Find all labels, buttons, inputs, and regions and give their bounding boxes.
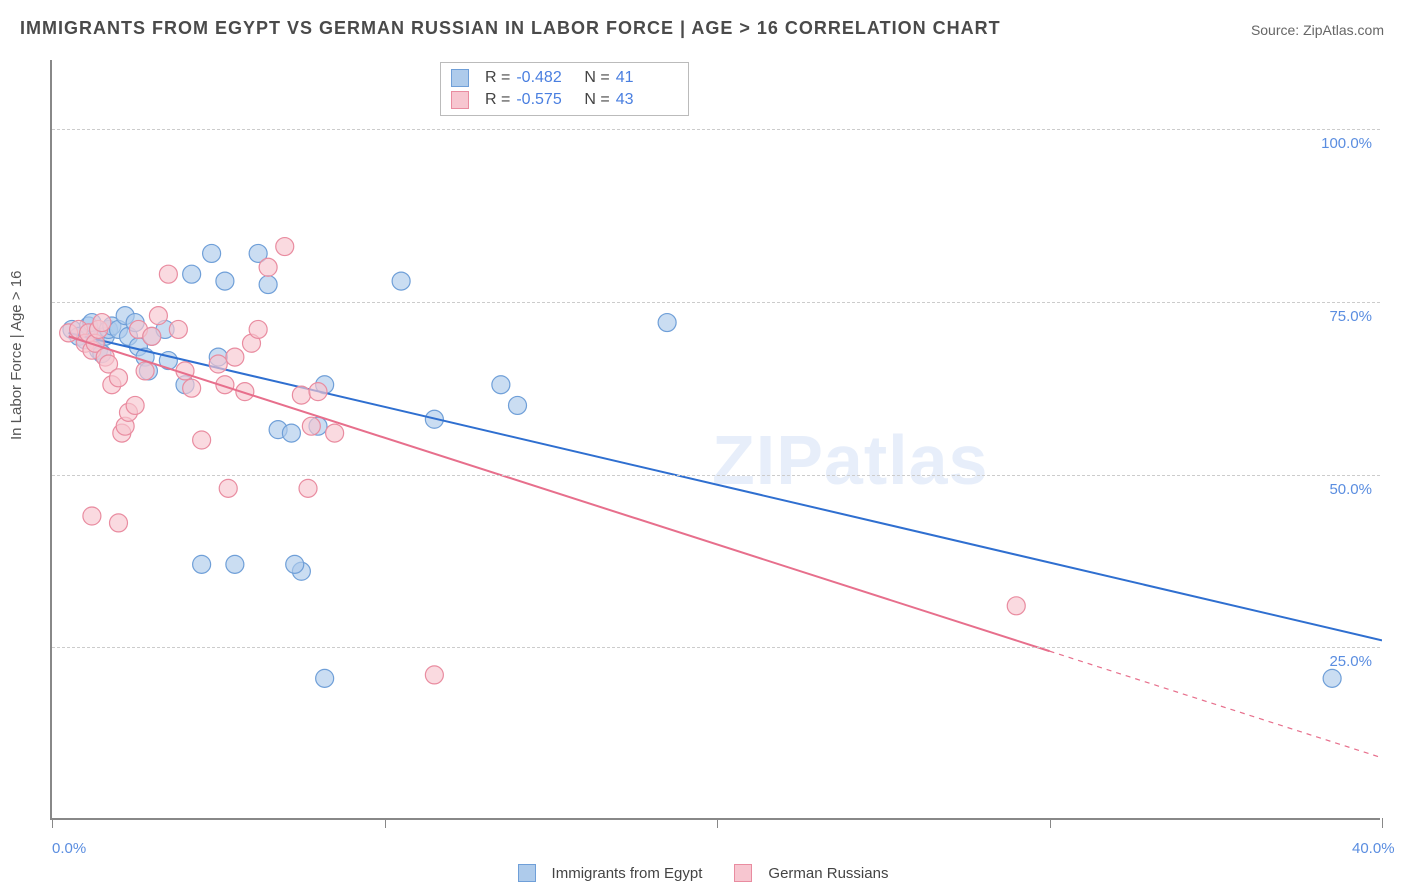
chart-title: IMMIGRANTS FROM EGYPT VS GERMAN RUSSIAN … [20,18,1001,39]
chart-svg [52,60,1380,818]
x-tick [1050,818,1051,828]
legend-label-egypt: Immigrants from Egypt [552,865,703,882]
y-tick-label: 75.0% [1329,308,1372,325]
n-label: N = [584,91,609,109]
data-point-german_russian [425,666,443,684]
data-point-german_russian [259,258,277,276]
y-tick-label: 25.0% [1329,653,1372,670]
x-tick [52,818,53,828]
data-point-egypt [1323,669,1341,687]
x-tick [717,818,718,828]
data-point-egypt [282,424,300,442]
correlation-stats-box: R = -0.482 N = 41 R = -0.575 N = 43 [440,62,689,116]
data-point-egypt [392,272,410,290]
x-tick-label: 0.0% [52,840,86,857]
data-point-egypt [492,376,510,394]
regression-line-egypt [69,333,1382,640]
grid-line-y [52,129,1380,130]
data-point-german_russian [276,238,294,256]
legend-item-german_russian: German Russians [734,864,888,882]
data-point-german_russian [209,355,227,373]
data-point-german_russian [126,396,144,414]
data-point-german_russian [143,327,161,345]
data-point-egypt [509,396,527,414]
data-point-german_russian [249,320,267,338]
y-tick-label: 100.0% [1321,135,1372,152]
data-point-german_russian [169,320,187,338]
data-point-german_russian [326,424,344,442]
r-label: R = [485,91,510,109]
data-point-german_russian [292,386,310,404]
n-value-german_russian: 43 [616,91,672,109]
data-point-german_russian [83,507,101,525]
data-point-german_russian [226,348,244,366]
y-axis-label: In Labor Force | Age > 16 [8,271,25,440]
grid-line-y [52,647,1380,648]
data-point-egypt [286,555,304,573]
data-point-german_russian [193,431,211,449]
x-tick [1382,818,1383,828]
x-tick [385,818,386,828]
legend-swatch-egypt [518,864,536,882]
data-point-german_russian [299,479,317,497]
data-point-german_russian [110,369,128,387]
data-point-egypt [203,244,221,262]
data-point-egypt [193,555,211,573]
data-point-german_russian [159,265,177,283]
data-point-german_russian [110,514,128,532]
data-point-german_russian [149,307,167,325]
data-point-german_russian [93,314,111,332]
n-value-egypt: 41 [616,69,672,87]
r-value-german_russian: -0.575 [516,91,572,109]
data-point-egypt [226,555,244,573]
stats-row-german_russian: R = -0.575 N = 43 [451,89,678,111]
r-value-egypt: -0.482 [516,69,572,87]
legend: Immigrants from Egypt German Russians [0,864,1406,886]
source-attribution: Source: ZipAtlas.com [1251,22,1384,38]
data-point-egypt [183,265,201,283]
stats-row-egypt: R = -0.482 N = 41 [451,67,678,89]
grid-line-y [52,302,1380,303]
x-tick-label: 40.0% [1352,840,1395,857]
y-tick-label: 50.0% [1329,481,1372,498]
grid-line-y [52,475,1380,476]
legend-item-egypt: Immigrants from Egypt [518,864,703,882]
data-point-german_russian [302,417,320,435]
legend-swatch-german_russian [734,864,752,882]
data-point-german_russian [219,479,237,497]
n-label: N = [584,69,609,87]
r-label: R = [485,69,510,87]
legend-label-german_russian: German Russians [768,865,888,882]
swatch-german_russian [451,91,469,109]
plot-area: ZIPatlas 25.0%50.0%75.0%100.0%0.0%40.0% [50,60,1380,820]
data-point-egypt [259,276,277,294]
data-point-egypt [216,272,234,290]
data-point-german_russian [183,379,201,397]
data-point-german_russian [136,362,154,380]
data-point-egypt [658,314,676,332]
data-point-german_russian [1007,597,1025,615]
data-point-egypt [316,669,334,687]
swatch-egypt [451,69,469,87]
data-point-german_russian [309,383,327,401]
